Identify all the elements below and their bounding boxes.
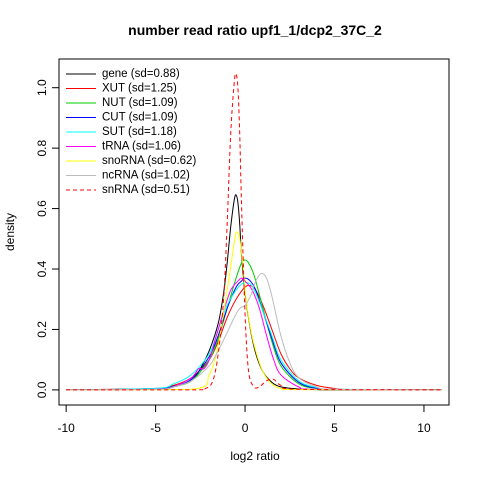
series-layer: [66, 73, 442, 391]
series-line: [66, 194, 442, 391]
legend-label: gene (sd=0.88): [102, 68, 180, 80]
series-line: [66, 272, 442, 391]
y-axis: 0.0 0.2 0.4 0.6 0.8 1.0: [35, 79, 60, 398]
chart-title: number read ratio upf1_1/dcp2_37C_2: [128, 22, 382, 38]
y-tick-label: 0.6: [35, 200, 49, 217]
legend-label: tRNA (sd=1.06): [102, 141, 181, 153]
series-line: [66, 277, 442, 391]
x-tick-label: 10: [417, 421, 431, 435]
y-tick-label: 0.0: [35, 381, 49, 398]
x-tick-label: -5: [150, 421, 161, 435]
y-tick-label: 1.0: [35, 79, 49, 96]
legend-label: snoRNA (sd=0.62): [102, 155, 196, 167]
x-tick-label: -10: [57, 421, 75, 435]
x-axis: -10 -5 0 5 10: [57, 404, 431, 435]
y-tick-label: 0.4: [35, 260, 49, 277]
legend-label: SUT (sd=1.18): [102, 126, 177, 138]
legend-label: ncRNA (sd=1.02): [102, 170, 190, 182]
y-tick-label: 0.8: [35, 139, 49, 156]
legend-label: CUT (sd=1.09): [102, 112, 178, 124]
legend-label: XUT (sd=1.25): [102, 83, 177, 95]
series-line: [66, 73, 442, 391]
y-tick-label: 0.2: [35, 321, 49, 338]
legend-label: NUT (sd=1.09): [102, 97, 178, 109]
series-line: [66, 231, 442, 391]
y-axis-label: density: [3, 213, 17, 251]
legend-label: snRNA (sd=0.51): [102, 184, 190, 196]
series-line: [66, 277, 442, 391]
x-tick-label: 5: [331, 421, 338, 435]
x-tick-label: 0: [242, 421, 249, 435]
series-line: [66, 282, 442, 391]
series-line: [66, 284, 442, 391]
legend: gene (sd=0.88) XUT (sd=1.25) NUT (sd=1.09)…: [66, 68, 196, 196]
series-line: [66, 259, 442, 391]
x-axis-label: log2 ratio: [230, 449, 280, 463]
